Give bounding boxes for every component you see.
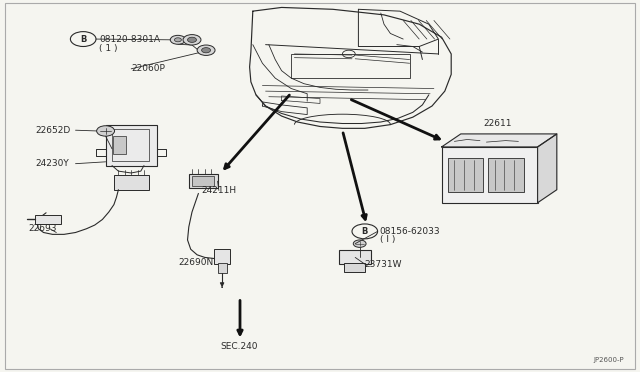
Circle shape (202, 48, 211, 53)
Text: 22611: 22611 (483, 119, 512, 128)
Text: 24211H: 24211H (202, 186, 237, 195)
Circle shape (352, 224, 378, 239)
Text: ( I ): ( I ) (380, 235, 395, 244)
Text: JP2600-P: JP2600-P (593, 357, 624, 363)
Bar (114, 175, 149, 190)
Bar (442, 147, 538, 203)
Bar (344, 263, 365, 272)
Circle shape (97, 126, 115, 136)
Text: B: B (362, 227, 368, 236)
Text: ( 1 ): ( 1 ) (99, 44, 118, 53)
Circle shape (175, 38, 181, 42)
Circle shape (170, 35, 186, 44)
Bar (448, 158, 483, 192)
Circle shape (353, 240, 366, 247)
Text: B: B (80, 35, 86, 44)
Text: 22652D: 22652D (35, 126, 70, 135)
Bar (113, 136, 126, 154)
Text: 08120-8301A: 08120-8301A (99, 35, 160, 44)
Bar (112, 129, 149, 161)
Text: 22693: 22693 (29, 224, 58, 233)
Text: 24230Y: 24230Y (35, 159, 69, 168)
Circle shape (197, 45, 215, 55)
Text: SEC.240: SEC.240 (221, 342, 259, 351)
Circle shape (183, 35, 201, 45)
Circle shape (70, 32, 96, 46)
Bar (339, 250, 371, 264)
Text: 22060P: 22060P (131, 64, 165, 73)
Bar (192, 176, 214, 186)
Polygon shape (442, 134, 557, 147)
Text: 23731W: 23731W (365, 260, 403, 269)
Bar (35, 215, 61, 224)
Bar (189, 174, 218, 188)
Text: 22690N: 22690N (178, 258, 213, 267)
Circle shape (188, 37, 196, 42)
Text: 08156-62033: 08156-62033 (380, 227, 440, 236)
Bar (214, 249, 230, 264)
Bar (106, 125, 157, 166)
Polygon shape (538, 134, 557, 203)
Bar (488, 158, 524, 192)
Bar (291, 54, 410, 78)
Bar (218, 263, 227, 273)
